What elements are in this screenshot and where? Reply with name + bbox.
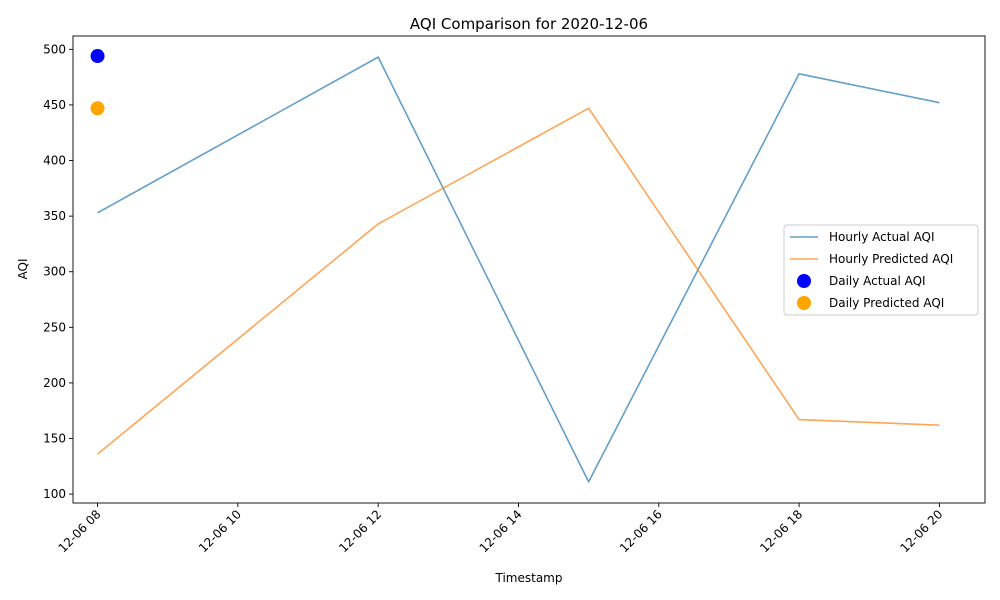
y-tick-label: 150 xyxy=(43,432,66,446)
x-tick-label: 12-06 20 xyxy=(897,507,945,555)
x-tick-label: 12-06 14 xyxy=(477,507,525,555)
x-axis-label: Timestamp xyxy=(495,571,563,585)
y-tick-label: 250 xyxy=(43,320,66,334)
legend: Hourly Actual AQI Hourly Predicted AQI Dai… xyxy=(783,224,979,316)
legend-label-0: Hourly Actual AQI xyxy=(829,230,935,244)
legend-frame xyxy=(783,224,979,316)
legend-label-2: Daily Actual AQI xyxy=(829,274,926,288)
plot-frame xyxy=(72,35,986,504)
legend-marker-3 xyxy=(797,296,811,310)
series-line-1 xyxy=(97,107,940,455)
y-tick-label: 450 xyxy=(43,98,66,112)
x-tick-label: 12-06 18 xyxy=(757,507,805,555)
y-tick-label: 500 xyxy=(43,42,66,56)
y-tick-label: 300 xyxy=(43,265,66,279)
series-line-0 xyxy=(97,56,940,483)
x-tick-label: 12-06 16 xyxy=(617,507,665,555)
y-tick-label: 400 xyxy=(43,154,66,168)
y-tick-label: 100 xyxy=(43,487,66,501)
legend-marker-2 xyxy=(797,274,811,288)
legend-label-3: Daily Predicted AQI xyxy=(829,296,944,310)
series-point-2-0 xyxy=(90,49,105,64)
y-tick-label: 350 xyxy=(43,209,66,223)
x-tick-label: 12-06 10 xyxy=(196,507,244,555)
x-tick-label: 12-06 12 xyxy=(336,507,384,555)
chart-title: AQI Comparison for 2020-12-06 xyxy=(410,15,648,33)
y-tick-label: 200 xyxy=(43,376,66,390)
x-tick-label: 12-06 08 xyxy=(56,507,104,555)
series-point-3-0 xyxy=(90,101,105,116)
y-axis-label: AQI xyxy=(16,259,30,280)
legend-label-1: Hourly Predicted AQI xyxy=(829,252,953,266)
